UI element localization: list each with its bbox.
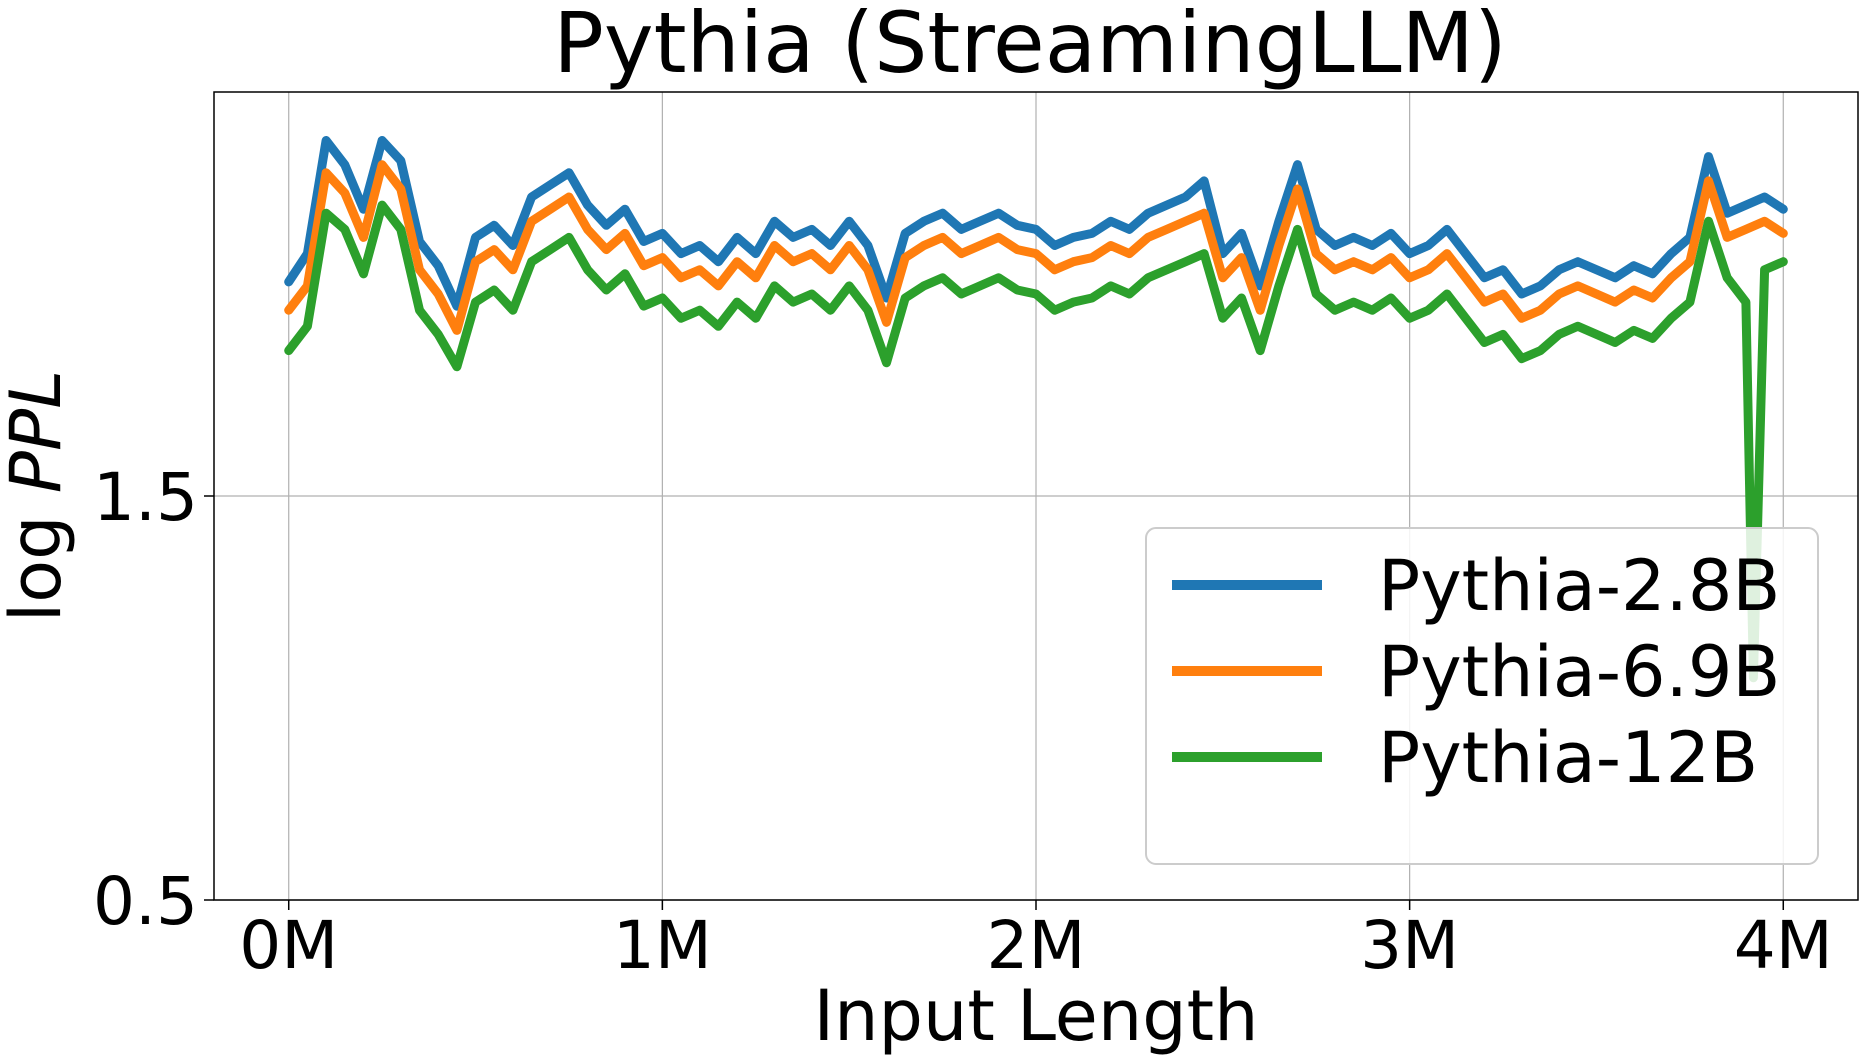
legend-box xyxy=(1145,527,1819,865)
series-line-pythia-6-9b xyxy=(284,160,1788,335)
y-tick-label: 0.5 xyxy=(93,863,198,940)
legend-label: Pythia-6.9B xyxy=(1378,631,1780,713)
x-tick-label: 1M xyxy=(613,907,712,984)
y-axis-label: log PPL xyxy=(0,370,77,622)
series-layer xyxy=(284,136,1788,683)
x-tick-label: 3M xyxy=(1360,907,1459,984)
chart-title: Pythia (StreamingLLM) xyxy=(553,0,1507,92)
x-axis-label: Input Length xyxy=(814,975,1259,1057)
legend-label: Pythia-2.8B xyxy=(1378,545,1780,627)
y-tick-label: 1.5 xyxy=(93,459,198,536)
x-tick-label: 0M xyxy=(239,907,338,984)
series-line-pythia-12b xyxy=(284,200,1788,683)
x-tick-label: 2M xyxy=(987,907,1086,984)
y-axis-ticks: 0.5 1.5 xyxy=(93,459,214,940)
x-tick-label: 4M xyxy=(1734,907,1833,984)
legend-label: Pythia-12B xyxy=(1378,717,1758,799)
x-axis-ticks: 0M 1M 2M 3M 4M xyxy=(239,900,1833,984)
series-line-pythia-2-8b xyxy=(284,136,1788,311)
